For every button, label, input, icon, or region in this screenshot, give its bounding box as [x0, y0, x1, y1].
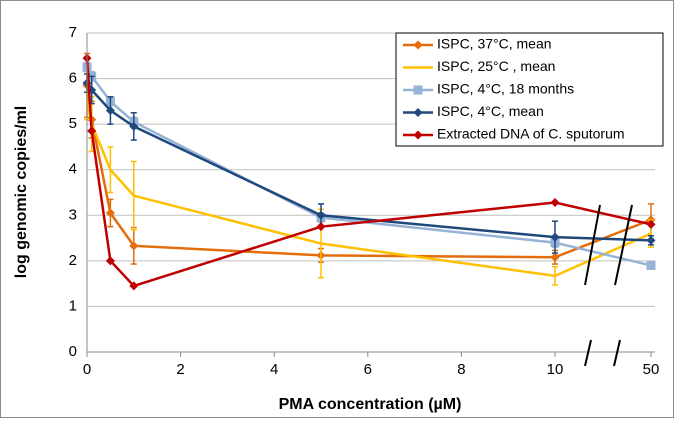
marker	[316, 222, 326, 232]
legend-label: ISPC, 4°C, 18 months	[437, 81, 574, 97]
legend-label: ISPC, 4°C, mean	[437, 103, 544, 119]
y-tick-label: 3	[69, 206, 77, 223]
marker	[413, 108, 423, 117]
marker	[646, 219, 656, 229]
y-tick-label: 7	[69, 24, 77, 41]
marker	[129, 241, 139, 251]
plot	[82, 52, 656, 291]
y-tick-label: 6	[69, 70, 77, 87]
x-tick-label: 2	[176, 361, 184, 378]
marker	[413, 130, 423, 140]
y-tick-label: 5	[69, 115, 77, 132]
marker	[550, 198, 560, 208]
marker	[129, 121, 139, 131]
legend: ISPC, 37°C, mean ISPC, 25°C , mean ISPC, 4…	[403, 36, 625, 142]
marker	[129, 281, 139, 291]
marker	[105, 256, 115, 266]
legend-label: Extracted DNA of C. sputorum	[437, 126, 625, 142]
break-mark	[584, 204, 601, 286]
legend-box	[395, 32, 664, 147]
marker	[550, 252, 560, 262]
marker	[105, 208, 115, 218]
x-tick-label: 4	[270, 361, 278, 378]
axis-break	[584, 204, 633, 367]
y-tick-label: 1	[69, 297, 77, 314]
marker	[550, 232, 560, 242]
y-tick-label: 4	[69, 161, 77, 178]
x-tick-label: 50	[643, 361, 660, 378]
marker	[413, 40, 423, 50]
marker	[105, 105, 115, 115]
y-tick-label: 0	[69, 343, 77, 360]
legend-label: ISPC, 25°C , mean	[437, 58, 555, 74]
marker	[316, 210, 326, 220]
x-tick-label: 8	[457, 361, 465, 378]
marker	[87, 126, 97, 136]
x-tick-label: 0	[83, 361, 91, 378]
break-mark	[613, 339, 621, 367]
marker	[413, 85, 423, 95]
y-tick-label: 2	[69, 252, 77, 269]
y-axis-label: log genomic copies/ml	[13, 106, 30, 278]
x-tick-label: 10	[547, 361, 564, 378]
break-mark	[614, 204, 633, 286]
x-axis-label: PMA concentration (µM)	[279, 396, 462, 413]
marker	[646, 235, 656, 245]
break-mark	[584, 339, 592, 367]
marker	[646, 260, 656, 270]
x-tick-label: 6	[364, 361, 372, 378]
legend-label: ISPC, 37°C, mean	[437, 36, 552, 52]
